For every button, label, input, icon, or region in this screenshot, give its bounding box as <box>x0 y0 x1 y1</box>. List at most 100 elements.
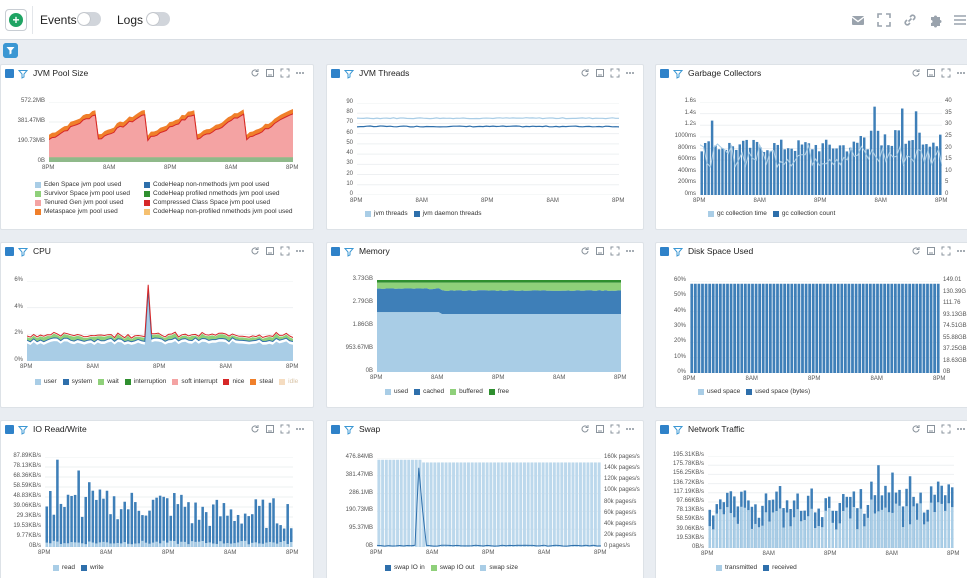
panel-filter-icon[interactable] <box>344 69 354 79</box>
refresh-icon[interactable] <box>911 246 921 256</box>
more-icon[interactable] <box>956 246 966 256</box>
puzzle-icon[interactable] <box>928 12 944 28</box>
legend-item[interactable]: used space <box>698 387 740 396</box>
panel-filter-icon[interactable] <box>344 425 354 435</box>
more-icon[interactable] <box>956 424 966 434</box>
filter-icon[interactable] <box>3 43 18 58</box>
more-icon[interactable] <box>295 68 305 78</box>
legend-item[interactable]: CodeHeap profiled nmethods jvm pool used <box>144 189 292 198</box>
legend-item[interactable]: swap size <box>480 563 518 572</box>
more-icon[interactable] <box>625 424 635 434</box>
legend-item[interactable]: cached <box>414 387 444 396</box>
chart-type-icon[interactable] <box>660 69 669 78</box>
legend-item[interactable]: interruption <box>124 377 166 386</box>
legend-item[interactable]: received <box>763 563 797 572</box>
more-icon[interactable] <box>295 246 305 256</box>
events-toggle[interactable] <box>77 12 101 26</box>
legend-item[interactable]: Eden Space jvm pool used <box>35 180 130 189</box>
chart-type-icon[interactable] <box>660 425 669 434</box>
legend-item[interactable]: Tenured Gen jvm pool used <box>35 198 130 207</box>
panel-filter-icon[interactable] <box>18 247 28 257</box>
legend-item[interactable]: Survivor Space jvm pool used <box>35 189 130 198</box>
minimize-icon[interactable] <box>926 424 936 434</box>
chart-type-icon[interactable] <box>331 425 340 434</box>
expand-icon[interactable] <box>610 424 620 434</box>
minimize-icon[interactable] <box>265 424 275 434</box>
legend-item[interactable]: Metaspace jvm pool used <box>35 207 130 216</box>
more-icon[interactable] <box>295 424 305 434</box>
refresh-icon[interactable] <box>911 424 921 434</box>
mail-icon[interactable] <box>850 12 866 28</box>
minimize-icon[interactable] <box>595 246 605 256</box>
more-icon[interactable] <box>956 68 966 78</box>
minimize-icon[interactable] <box>265 68 275 78</box>
network-transmitted-bar <box>891 512 894 548</box>
panel-filter-icon[interactable] <box>18 69 28 79</box>
legend-item[interactable]: steal <box>250 377 273 386</box>
panel-filter-icon[interactable] <box>18 425 28 435</box>
legend-item[interactable]: jvm daemon threads <box>413 209 482 218</box>
more-icon[interactable] <box>625 246 635 256</box>
legend-item[interactable]: soft interrupt <box>172 377 217 386</box>
panel-filter-icon[interactable] <box>673 247 683 257</box>
legend-item[interactable]: used <box>385 387 408 396</box>
refresh-icon[interactable] <box>911 68 921 78</box>
chart-type-icon[interactable] <box>5 425 14 434</box>
legend-item[interactable]: read <box>53 563 75 572</box>
legend-item[interactable]: CodeHeap non-nmethods jvm pool used <box>144 180 292 189</box>
refresh-icon[interactable] <box>580 68 590 78</box>
chart-type-icon[interactable] <box>5 247 14 256</box>
panel-filter-icon[interactable] <box>344 247 354 257</box>
expand-icon[interactable] <box>941 68 951 78</box>
minimize-icon[interactable] <box>926 246 936 256</box>
expand-icon[interactable] <box>941 424 951 434</box>
legend-item[interactable]: Compressed Class Space jvm pool used <box>144 198 292 207</box>
refresh-icon[interactable] <box>250 424 260 434</box>
expand-icon[interactable] <box>610 68 620 78</box>
legend-item[interactable]: CodeHeap non-profiled nmethods jvm pool … <box>144 207 292 216</box>
minimize-icon[interactable] <box>926 68 936 78</box>
panel-filter-icon[interactable] <box>673 69 683 79</box>
link-icon[interactable] <box>902 12 918 28</box>
minimize-icon[interactable] <box>595 424 605 434</box>
minimize-icon[interactable] <box>265 246 275 256</box>
expand-icon[interactable] <box>280 424 290 434</box>
legend-item[interactable]: gc collection count <box>772 209 835 218</box>
add-button[interactable]: + <box>5 9 27 31</box>
legend-item[interactable]: used space (bytes) <box>746 387 810 396</box>
panel-filter-icon[interactable] <box>673 425 683 435</box>
legend-item[interactable]: idle <box>279 377 298 386</box>
io-read-bar <box>215 543 219 547</box>
expand-icon[interactable] <box>280 68 290 78</box>
legend-item[interactable]: free <box>488 387 509 396</box>
refresh-icon[interactable] <box>250 68 260 78</box>
legend-item[interactable]: system <box>62 377 92 386</box>
minimize-icon[interactable] <box>595 68 605 78</box>
swap-size-bar <box>541 462 545 547</box>
legend-item[interactable]: write <box>81 563 104 572</box>
legend-item[interactable]: wait <box>98 377 119 386</box>
refresh-icon[interactable] <box>580 246 590 256</box>
logs-toggle[interactable] <box>146 12 170 26</box>
legend-item[interactable]: gc collection time <box>708 209 767 218</box>
refresh-icon[interactable] <box>250 246 260 256</box>
legend-item[interactable]: swap IO out <box>430 563 474 572</box>
expand-icon[interactable] <box>610 246 620 256</box>
legend-item[interactable]: buffered <box>450 387 483 396</box>
expand-icon[interactable] <box>280 246 290 256</box>
menu-icon[interactable] <box>952 12 967 28</box>
refresh-icon[interactable] <box>580 424 590 434</box>
legend-item[interactable]: nice <box>223 377 244 386</box>
expand-icon[interactable] <box>941 246 951 256</box>
more-icon[interactable] <box>625 68 635 78</box>
fullscreen-icon[interactable] <box>876 12 892 28</box>
legend-item[interactable]: transmitted <box>716 563 757 572</box>
y-right-tick-label: 149.01 <box>943 277 962 283</box>
legend-item[interactable]: swap IO in <box>385 563 425 572</box>
legend-item[interactable]: user <box>35 377 57 386</box>
chart-type-icon[interactable] <box>5 69 14 78</box>
chart-type-icon[interactable] <box>660 247 669 256</box>
chart-type-icon[interactable] <box>331 69 340 78</box>
legend-item[interactable]: jvm threads <box>365 209 408 218</box>
chart-type-icon[interactable] <box>331 247 340 256</box>
